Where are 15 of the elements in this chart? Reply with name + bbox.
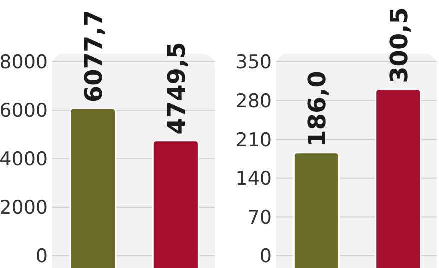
data-label: 186,0 [304,70,332,147]
y-tick-label: 210 [236,129,272,152]
y-tick-label: 2000 [0,197,48,220]
y-tick-label: 0 [260,246,272,268]
data-label: 300,5 [385,8,414,84]
y-tick-label: 6000 [0,100,48,122]
y-tick-label: 0 [36,246,48,268]
y-tick-label: 350 [236,52,272,74]
y-tick-label: 4000 [0,148,48,171]
y-tick-label: 70 [248,206,272,229]
data-label: 4749,5 [162,42,191,135]
y-tick-label: 140 [236,168,272,190]
data-label: 6077,7 [80,10,108,103]
y-tick-label: 280 [236,90,272,112]
y-tick-label: 8000 [0,52,48,74]
